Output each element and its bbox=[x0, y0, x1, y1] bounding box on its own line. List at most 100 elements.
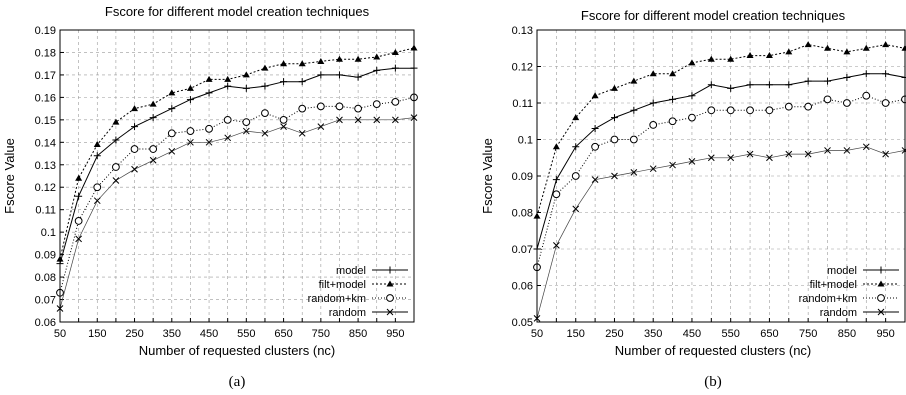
legend-item: filt+model bbox=[810, 279, 899, 291]
data-point bbox=[824, 44, 832, 51]
legend-marker bbox=[877, 280, 885, 287]
legend-label: model bbox=[336, 265, 366, 277]
data-point bbox=[130, 145, 139, 153]
data-point bbox=[785, 48, 793, 55]
y-tick-label: 0.1 bbox=[518, 135, 533, 147]
legend-item: random+km bbox=[799, 293, 899, 305]
x-tick-label: 650 bbox=[274, 328, 292, 340]
series-line bbox=[59, 117, 415, 309]
data-point bbox=[572, 205, 580, 213]
legend-label: random bbox=[820, 307, 857, 319]
data-point bbox=[630, 106, 638, 114]
data-point bbox=[187, 138, 194, 146]
data-point bbox=[112, 118, 120, 125]
x-tick-label: 150 bbox=[88, 328, 106, 340]
y-tick-label: 0.05 bbox=[512, 317, 533, 329]
data-point bbox=[75, 235, 82, 243]
data-point bbox=[882, 70, 890, 78]
data-point bbox=[205, 89, 213, 97]
data-point bbox=[784, 102, 793, 111]
data-point bbox=[649, 165, 657, 173]
y-tick-label: 0.11 bbox=[512, 98, 533, 110]
y-tick-label: 0.06 bbox=[35, 317, 56, 329]
series-model bbox=[56, 64, 418, 268]
data-point bbox=[649, 70, 657, 77]
chart-a-series bbox=[56, 44, 418, 312]
data-point bbox=[242, 71, 250, 78]
chart-b-y-ticks: 0.05 0.06 0.07 0.08 0.09 0.1 0.11 0.12 0.13 bbox=[512, 25, 541, 329]
data-point bbox=[591, 142, 600, 151]
data-point bbox=[93, 183, 102, 192]
data-point bbox=[242, 118, 251, 126]
data-point bbox=[131, 105, 139, 112]
data-point bbox=[746, 106, 754, 115]
data-point bbox=[882, 150, 889, 158]
data-point bbox=[824, 77, 832, 85]
chart-a-x-axis-label: Number of requested clusters (nc) bbox=[139, 343, 336, 358]
y-tick-label: 0.13 bbox=[35, 160, 56, 172]
data-point bbox=[688, 113, 696, 122]
legend-label: filt+model bbox=[810, 279, 857, 291]
series-line bbox=[536, 44, 906, 217]
data-point bbox=[373, 53, 381, 60]
chart-b-plot-frame bbox=[536, 29, 906, 323]
data-point bbox=[571, 172, 580, 180]
data-point bbox=[373, 116, 381, 124]
data-point bbox=[610, 84, 618, 91]
data-point bbox=[630, 168, 638, 176]
y-tick-label: 0.08 bbox=[512, 208, 533, 220]
data-point bbox=[843, 73, 851, 81]
data-point bbox=[842, 99, 851, 107]
chart-a-plot-frame bbox=[59, 29, 415, 323]
data-point bbox=[746, 81, 754, 89]
data-point bbox=[93, 197, 101, 205]
data-point bbox=[205, 75, 213, 82]
data-point bbox=[111, 163, 120, 171]
chart-b-series bbox=[533, 41, 906, 322]
x-tick-label: 450 bbox=[200, 328, 218, 340]
data-point bbox=[726, 106, 735, 115]
legend-item: random bbox=[329, 307, 408, 319]
data-point bbox=[75, 174, 83, 181]
data-point bbox=[149, 156, 157, 164]
data-point bbox=[727, 84, 735, 92]
data-point bbox=[881, 99, 890, 107]
data-point bbox=[223, 115, 232, 124]
data-point bbox=[591, 176, 599, 184]
data-point bbox=[224, 82, 232, 90]
panel-b: Fscore for different model creation tech… bbox=[480, 8, 906, 390]
data-point bbox=[669, 95, 677, 103]
data-point bbox=[862, 44, 870, 51]
data-point bbox=[707, 106, 716, 115]
x-tick-label: 350 bbox=[163, 328, 181, 340]
y-tick-label: 0.14 bbox=[35, 137, 56, 149]
series-model bbox=[533, 70, 906, 253]
data-point bbox=[824, 147, 831, 154]
data-point bbox=[354, 55, 362, 62]
data-point bbox=[354, 73, 362, 81]
chart-a-x-ticks: 50 150 250 350 450 550 650 750 850 950 bbox=[54, 318, 405, 340]
data-point bbox=[279, 115, 288, 124]
data-point bbox=[552, 143, 560, 150]
x-tick-label: 250 bbox=[125, 328, 143, 340]
data-point bbox=[610, 114, 618, 122]
legend-label: model bbox=[827, 265, 857, 277]
legend-item: random bbox=[820, 307, 899, 319]
y-tick-label: 0.07 bbox=[512, 244, 533, 256]
y-tick-label: 0.13 bbox=[512, 25, 533, 37]
x-tick-label: 950 bbox=[876, 328, 894, 340]
series-line bbox=[59, 47, 415, 260]
data-point bbox=[168, 147, 176, 155]
y-tick-label: 0.15 bbox=[35, 115, 56, 127]
data-point bbox=[882, 41, 890, 48]
data-point bbox=[862, 91, 871, 100]
data-point bbox=[765, 52, 773, 59]
x-tick-label: 50 bbox=[54, 328, 66, 340]
data-point bbox=[186, 84, 194, 91]
data-point bbox=[298, 60, 306, 67]
data-point bbox=[261, 64, 269, 71]
legend-marker bbox=[877, 294, 885, 302]
data-point bbox=[112, 177, 120, 184]
data-point bbox=[804, 150, 812, 158]
data-point bbox=[168, 89, 176, 96]
